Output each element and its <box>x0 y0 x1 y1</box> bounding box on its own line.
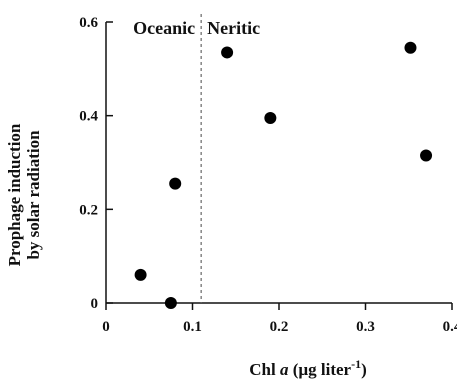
x-tick-label: 0.1 <box>183 319 202 335</box>
region-label-oceanic: Oceanic <box>133 18 195 38</box>
data-point <box>221 46 234 59</box>
data-point <box>169 177 182 190</box>
x-axis-title: Chl a (µg liter-1) <box>249 357 367 379</box>
x-axis-title-prefix: Chl <box>249 360 280 379</box>
data-point <box>404 41 417 54</box>
y-axis-title-line-2: by solar radiation <box>24 130 43 260</box>
x-axis-title-exponent: -1 <box>351 357 361 371</box>
y-tick-label: 0.4 <box>79 109 98 125</box>
x-tick-label: 0.2 <box>270 319 289 335</box>
data-point <box>134 268 147 281</box>
data-point <box>164 297 177 309</box>
data-point <box>420 149 433 162</box>
x-axis-title-units: (µg liter <box>288 360 351 379</box>
x-tick-label: 0.3 <box>356 319 375 335</box>
y-axis-title-line-1: Prophage induction <box>5 123 24 266</box>
data-points <box>134 41 433 309</box>
y-tick-label: 0 <box>91 296 99 312</box>
plot-area: 0 0.2 0.4 0.6 0 0.1 0.2 0.3 0.4 Oceanic Neritic <box>79 14 457 335</box>
y-axis-title: Prophage induction by solar radiation <box>5 123 43 266</box>
y-tick-label: 0.2 <box>79 202 98 218</box>
y-tick-label: 0.6 <box>79 15 98 31</box>
x-tick-label: 0.4 <box>443 319 457 335</box>
x-axis-title-symbol: a <box>280 360 289 379</box>
x-axis-title-close: ) <box>361 360 367 379</box>
y-axis-ticks: 0 0.2 0.4 0.6 <box>79 15 113 312</box>
region-label-neritic: Neritic <box>207 18 260 38</box>
data-point <box>264 112 277 125</box>
x-axis-ticks: 0 0.1 0.2 0.3 0.4 <box>102 303 457 335</box>
x-tick-label: 0 <box>102 319 110 335</box>
